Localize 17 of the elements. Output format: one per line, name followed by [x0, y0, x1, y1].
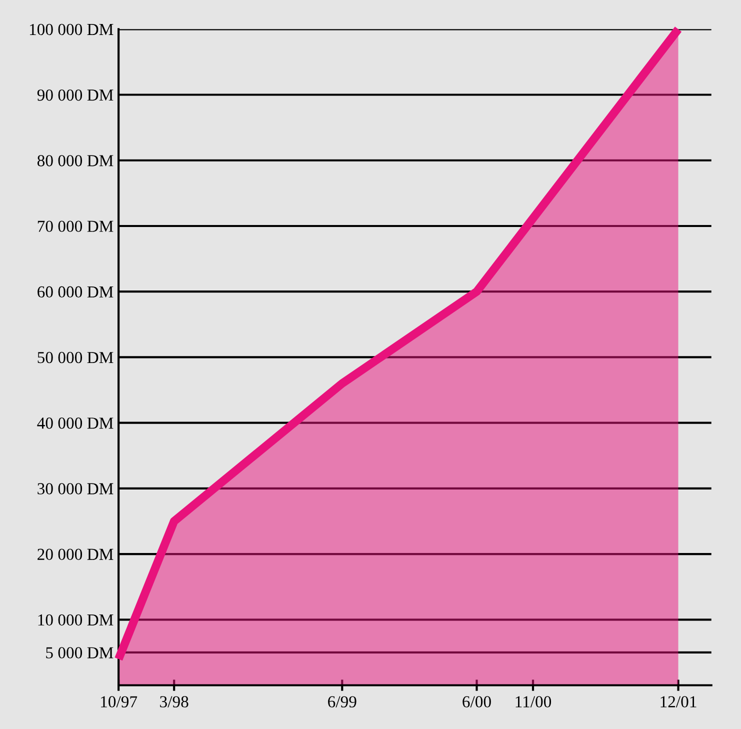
y-tick-label: 100 000 DM [30, 24, 114, 36]
y-tick-label: 20 000 DM [38, 548, 114, 560]
y-tick-label: 60 000 DM [38, 286, 114, 298]
y-tick-label: 50 000 DM [38, 352, 114, 364]
x-tick-label: 3/98 [160, 696, 188, 708]
y-tick-label: 10 000 DM [38, 614, 114, 626]
y-tick-label: 80 000 DM [37, 155, 114, 166]
x-tick-label: 10/97 [101, 696, 138, 708]
y-tick-label: 5 000 DM [46, 647, 114, 658]
x-tick-label: 6/99 [328, 696, 356, 708]
y-tick-label: 70 000 DM [38, 220, 114, 232]
x-tick-label: 6/00 [462, 696, 491, 708]
x-tick-label: 11/00 [516, 696, 552, 708]
y-tick-label: 30 000 DM [38, 483, 114, 494]
y-tick-label: 40 000 DM [37, 418, 114, 429]
y-tick-label: 90 000 DM [37, 89, 114, 101]
x-tick-label: 12/01 [660, 696, 696, 708]
